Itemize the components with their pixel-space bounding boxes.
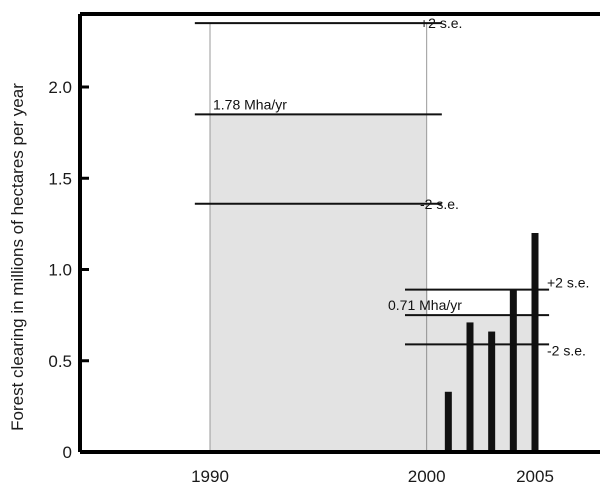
x-tick-label-1990: 1990 [191, 467, 229, 486]
bar-2005 [531, 233, 539, 452]
y-tick-label-2: 1.0 [48, 261, 72, 280]
reference-lines [194, 22, 550, 346]
x-tick-label-2005: 2005 [516, 467, 554, 486]
bar-2001 [444, 391, 452, 452]
bar-2002 [466, 322, 474, 452]
upper-bound-label-2000s: +2 s.e. [547, 275, 589, 291]
lower-bound-label-1990s: -2 s.e. [420, 196, 459, 212]
bar-series [444, 233, 539, 452]
y-tick-label-4: 2.0 [48, 78, 72, 97]
axes: 0 0.5 1.0 1.5 2.0 1990 2000 2005 [48, 12, 600, 486]
y-axis-label: Forest clearing in millions of hectares … [8, 83, 27, 431]
period-shade-1 [210, 114, 427, 452]
y-tick-label-3: 1.5 [48, 169, 72, 188]
bar-2003 [488, 331, 496, 452]
upper-bound-label-1990s: +2 s.e. [420, 15, 462, 31]
x-tick-label-2000: 2000 [408, 467, 446, 486]
annotations: +2 s.e. -2 s.e. 1.78 Mha/yr +2 s.e. -2 s.e. 0… [213, 15, 589, 358]
mean-label-1990s: 1.78 Mha/yr [213, 96, 287, 112]
y-tick-label-0: 0 [63, 443, 72, 462]
lower-bound-label-2000s: -2 s.e. [547, 342, 586, 358]
bar-2004 [509, 289, 517, 452]
mean-label-2000s: 0.71 Mha/yr [388, 297, 462, 313]
period-shades [209, 23, 536, 452]
period-shade-2 [426, 315, 535, 452]
y-tick-label-1: 0.5 [48, 352, 72, 371]
